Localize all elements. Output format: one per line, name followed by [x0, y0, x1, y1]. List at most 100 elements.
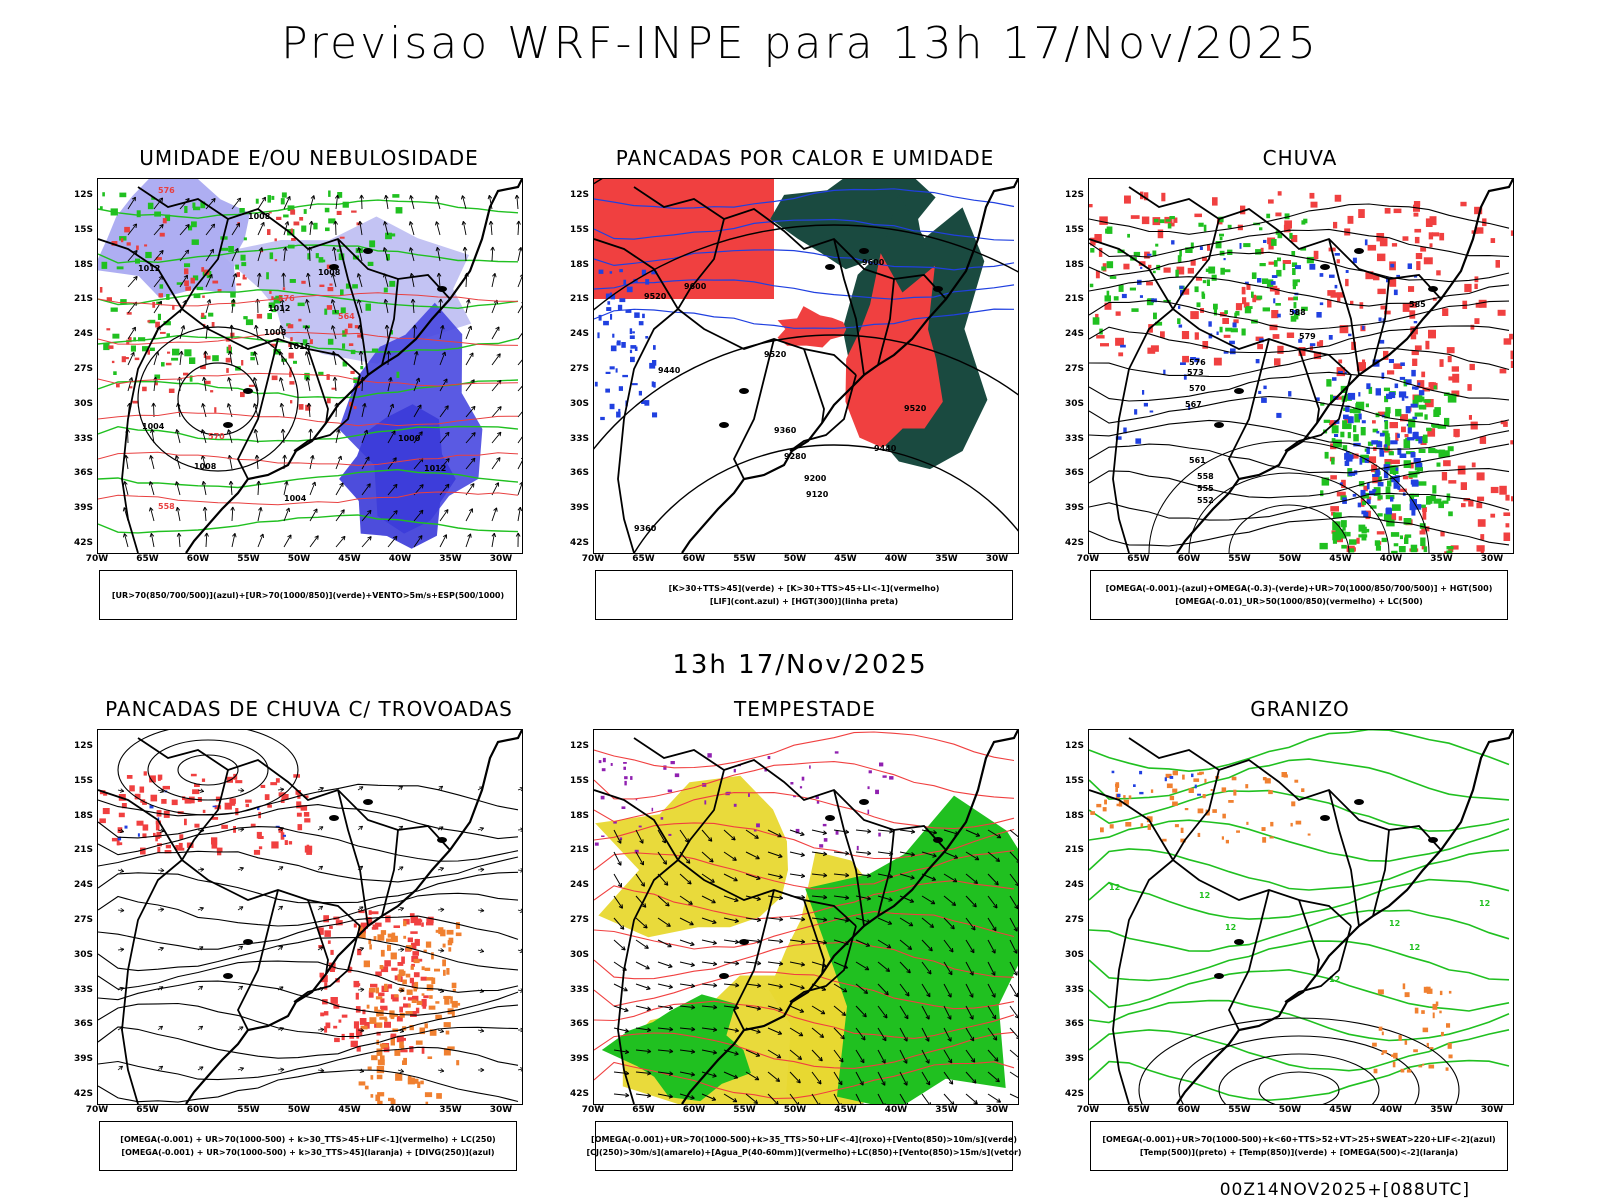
- map-field-trovoadas: [98, 730, 522, 1104]
- lat-tick-label: 30S: [1064, 398, 1084, 409]
- lon-tick-label: 60W: [1177, 554, 1201, 564]
- lon-tick-label: 60W: [186, 1105, 210, 1115]
- lat-tick-label: 30S: [1064, 949, 1084, 960]
- lat-tick-label: 36S: [1064, 1019, 1084, 1030]
- lat-tick-label: 24S: [73, 880, 93, 891]
- lat-tick-label: 12S: [73, 190, 93, 200]
- lat-tick-label: 24S: [569, 329, 589, 340]
- lat-tick-label: 18S: [569, 259, 589, 270]
- legend-line: [LIF](cont.azul) + [HGT(300)](linha pret…: [709, 597, 899, 606]
- contour-label: 585: [1409, 300, 1426, 309]
- contour-label: 9360: [634, 524, 657, 533]
- lon-tick-label: 30W: [1480, 554, 1504, 564]
- contour-label: 567: [1185, 400, 1202, 409]
- legend-line: [OMEGA(-0.001) + UR>70(1000-500) + k>30_…: [121, 1148, 495, 1157]
- contour-label: 576: [278, 294, 295, 303]
- contour-label: 1008: [248, 212, 271, 221]
- lon-tick-label: 45W: [338, 554, 361, 564]
- contour-label: 9520: [644, 292, 667, 301]
- lat-tick-label: 21S: [569, 294, 589, 305]
- lon-tick-label: 65W: [632, 1105, 655, 1115]
- contour-label: 561: [1189, 456, 1206, 465]
- lon-tick-label: 40W: [1379, 554, 1403, 564]
- contour-label: 9360: [774, 426, 797, 435]
- lat-tick-label: 36S: [73, 468, 93, 479]
- lon-tick-label: 70W: [1076, 1105, 1100, 1115]
- contour-label: 12: [1109, 883, 1120, 892]
- panel-title-trovoadas: PANCADAS DE CHUVA C/ TROVOADAS: [105, 697, 513, 721]
- lat-tick-label: 27S: [1064, 915, 1084, 925]
- lon-tick-label: 40W: [388, 1105, 412, 1115]
- lon-tick-label: 65W: [136, 1105, 159, 1115]
- legend-tempestade: [OMEGA(-0.001)+UR>70(1000-500)+k>35_TTS>…: [586, 1121, 1022, 1171]
- legend-chuva: [OMEGA(-0.001)-(azul)+OMEGA(-0.3)-(verde…: [1090, 570, 1508, 620]
- lat-tick-label: 33S: [73, 984, 93, 995]
- contour-label: 9600: [684, 282, 707, 291]
- lon-tick-label: 45W: [1329, 1105, 1352, 1115]
- contour-label: 1012: [268, 304, 290, 313]
- map-field-umidade: 1008100810121012101610081004100010121008…: [98, 179, 522, 553]
- lon-tick-label: 50W: [783, 1105, 807, 1115]
- lat-tick-label: 15S: [569, 224, 589, 235]
- lat-tick-label: 27S: [73, 364, 93, 374]
- lon-tick-label: 40W: [388, 554, 412, 564]
- lon-tick-label: 70W: [581, 1105, 605, 1115]
- legend-line: [OMEGA(-0.001) + UR>70(1000-500) + k>30_…: [120, 1135, 496, 1144]
- map-tempestade: [593, 729, 1019, 1105]
- lat-tick-label: 15S: [569, 775, 589, 786]
- contour-label: 12: [1199, 891, 1210, 900]
- lat-tick-label: 39S: [1064, 503, 1084, 514]
- lon-tick-label: 70W: [85, 1105, 109, 1115]
- lat-tick-label: 21S: [73, 845, 93, 856]
- legend-granizo: [OMEGA(-0.001)+UR>70(1000-500)+k<60+TTS>…: [1090, 1121, 1508, 1171]
- lon-tick-label: 55W: [733, 1105, 756, 1115]
- contour-label: 12: [1329, 975, 1340, 984]
- contour-label: 9120: [806, 490, 829, 499]
- legend-line: [OMEGA(-0.01)_UR>50(1000/850)(vermelho) …: [1175, 597, 1423, 606]
- lon-tick-label: 30W: [489, 1105, 513, 1115]
- lat-tick-label: 27S: [73, 915, 93, 925]
- contour-label: 9600: [862, 258, 885, 267]
- contour-label: 570: [208, 432, 225, 441]
- lon-tick-label: 35W: [935, 554, 958, 564]
- lat-tick-label: 24S: [1064, 880, 1084, 891]
- contour-label: 9520: [904, 404, 927, 413]
- lon-tick-label: 70W: [1076, 554, 1100, 564]
- main-title: Previsao WRF-INPE para 13h 17/Nov/2025: [281, 18, 1319, 69]
- lat-tick-label: 39S: [569, 503, 589, 514]
- contour-label: 570: [1189, 384, 1206, 393]
- panel-title-pancadas-calor: PANCADAS POR CALOR E UMIDADE: [615, 146, 995, 170]
- panel-title-umidade: UMIDADE E/OU NEBULOSIDADE: [139, 146, 479, 170]
- contour-label: 9440: [874, 444, 897, 453]
- lat-tick-label: 15S: [1064, 775, 1084, 786]
- lon-tick-label: 60W: [682, 1105, 706, 1115]
- lon-tick-label: 70W: [581, 554, 605, 564]
- lat-tick-label: 33S: [1064, 433, 1084, 444]
- lat-tick-label: 36S: [1064, 468, 1084, 479]
- lat-tick-label: 42S: [1064, 1089, 1084, 1099]
- lat-tick-label: 27S: [569, 915, 589, 925]
- lat-tick-label: 12S: [73, 741, 93, 751]
- model-run-label: 00Z14NOV2025+[088UTC]: [1219, 1180, 1470, 1200]
- lon-tick-label: 40W: [884, 554, 908, 564]
- lon-tick-label: 50W: [287, 554, 311, 564]
- lat-tick-label: 12S: [1064, 741, 1084, 751]
- lon-tick-label: 35W: [1430, 554, 1453, 564]
- contour-label: 9200: [804, 474, 827, 483]
- lat-tick-label: 21S: [569, 845, 589, 856]
- contour-label: 564: [338, 312, 355, 321]
- lon-tick-label: 55W: [1228, 1105, 1251, 1115]
- contour-label: 1004: [142, 422, 165, 431]
- lat-tick-label: 30S: [73, 949, 93, 960]
- lat-tick-label: 33S: [569, 984, 589, 995]
- lat-tick-label: 18S: [569, 810, 589, 821]
- lat-tick-label: 42S: [73, 538, 93, 548]
- lon-tick-label: 65W: [632, 554, 655, 564]
- map-field-tempestade: [594, 730, 1018, 1104]
- lat-tick-label: 27S: [569, 364, 589, 374]
- lon-tick-label: 50W: [783, 554, 807, 564]
- lat-tick-label: 30S: [73, 398, 93, 409]
- lat-tick-label: 39S: [569, 1054, 589, 1065]
- map-granizo: 12 12 12 12 12 12 12: [1088, 729, 1514, 1105]
- map-trovoadas: [97, 729, 523, 1105]
